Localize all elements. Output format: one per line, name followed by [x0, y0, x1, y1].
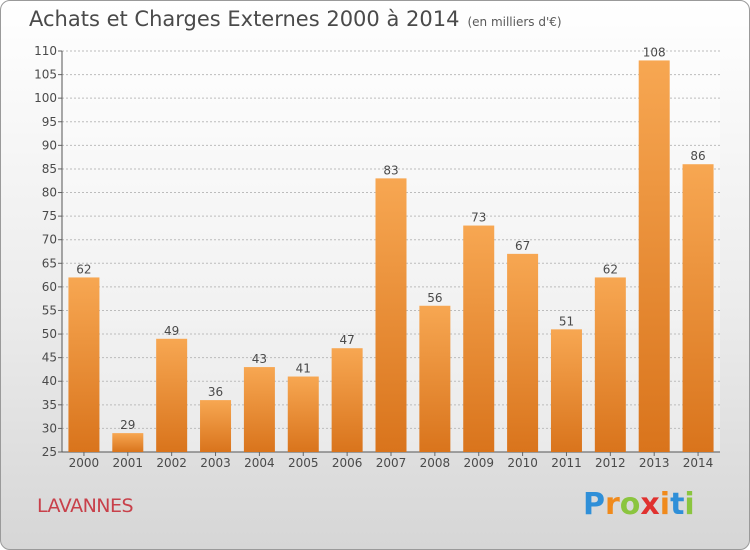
data-label: 51: [559, 314, 574, 328]
data-label: 47: [339, 333, 354, 347]
bar: [68, 277, 100, 452]
commune-name: LAVANNES: [37, 495, 134, 517]
y-tick-label: 110: [34, 44, 57, 58]
bar: [112, 433, 144, 452]
y-tick-label: 45: [42, 351, 57, 365]
x-tick-label: 2001: [113, 456, 144, 470]
x-tick-label: 2013: [639, 456, 670, 470]
chart-title: Achats et Charges Externes 2000 à 2014 (e…: [29, 7, 562, 31]
x-tick-label: 2012: [595, 456, 626, 470]
y-tick-label: 65: [42, 256, 57, 270]
data-label: 49: [164, 324, 179, 338]
x-tick-label: 2003: [200, 456, 231, 470]
logo-letter: i: [684, 487, 695, 522]
x-tick-label: 2000: [69, 456, 100, 470]
y-tick-label: 40: [42, 374, 57, 388]
bar: [682, 164, 714, 453]
x-tick-label: 2014: [683, 456, 714, 470]
proxiti-logo: Proxiti: [583, 487, 695, 522]
chart-subtitle: (en milliers d'€): [467, 15, 562, 29]
y-tick-label: 30: [42, 421, 57, 435]
y-tick-label: 50: [42, 327, 57, 341]
logo-letter: t: [670, 487, 685, 522]
x-tick-label: 2009: [463, 456, 494, 470]
logo-letter: r: [605, 487, 620, 522]
bar: [375, 178, 407, 452]
x-tick-label: 2004: [244, 456, 275, 470]
x-tick-label: 2011: [551, 456, 582, 470]
x-tick-label: 2010: [507, 456, 538, 470]
data-label: 36: [208, 385, 223, 399]
x-tick-label: 2005: [288, 456, 319, 470]
data-label: 29: [120, 418, 135, 432]
data-label: 73: [471, 211, 486, 225]
y-tick-label: 25: [42, 445, 57, 459]
bar: [507, 253, 539, 452]
bar: [156, 338, 188, 452]
y-tick-label: 35: [42, 398, 57, 412]
data-label: 56: [427, 291, 442, 305]
x-tick-label: 2006: [332, 456, 363, 470]
bar: [638, 60, 670, 452]
logo-letter: P: [583, 487, 605, 522]
y-tick-label: 60: [42, 280, 57, 294]
data-label: 41: [296, 362, 311, 376]
bar: [243, 367, 275, 452]
data-label: 67: [515, 239, 530, 253]
x-tick-label: 2002: [156, 456, 187, 470]
x-tick-label: 2007: [376, 456, 407, 470]
y-tick-label: 105: [34, 68, 57, 82]
bar: [550, 329, 582, 452]
y-tick-label: 90: [42, 138, 57, 152]
bar: [594, 277, 626, 452]
bar: [463, 225, 495, 452]
data-label: 83: [383, 163, 398, 177]
bar: [419, 305, 451, 452]
bar: [331, 348, 363, 452]
bar: [287, 376, 319, 452]
data-label: 62: [603, 262, 618, 276]
data-label: 43: [252, 352, 267, 366]
y-tick-label: 100: [34, 91, 57, 105]
data-label: 86: [690, 149, 705, 163]
logo-letter: x: [640, 487, 660, 522]
logo-letter: o: [619, 487, 641, 522]
x-tick-label: 2008: [420, 456, 451, 470]
y-tick-label: 75: [42, 209, 57, 223]
y-tick-label: 70: [42, 233, 57, 247]
y-tick-label: 95: [42, 115, 57, 129]
y-tick-label: 80: [42, 186, 57, 200]
data-label: 62: [76, 262, 91, 276]
title-text: Achats et Charges Externes 2000 à 2014: [29, 7, 460, 31]
data-label: 108: [643, 45, 666, 59]
logo-letter: i: [659, 487, 671, 522]
y-tick-label: 55: [42, 303, 57, 317]
bar: [200, 400, 232, 452]
y-tick-label: 85: [42, 162, 57, 176]
